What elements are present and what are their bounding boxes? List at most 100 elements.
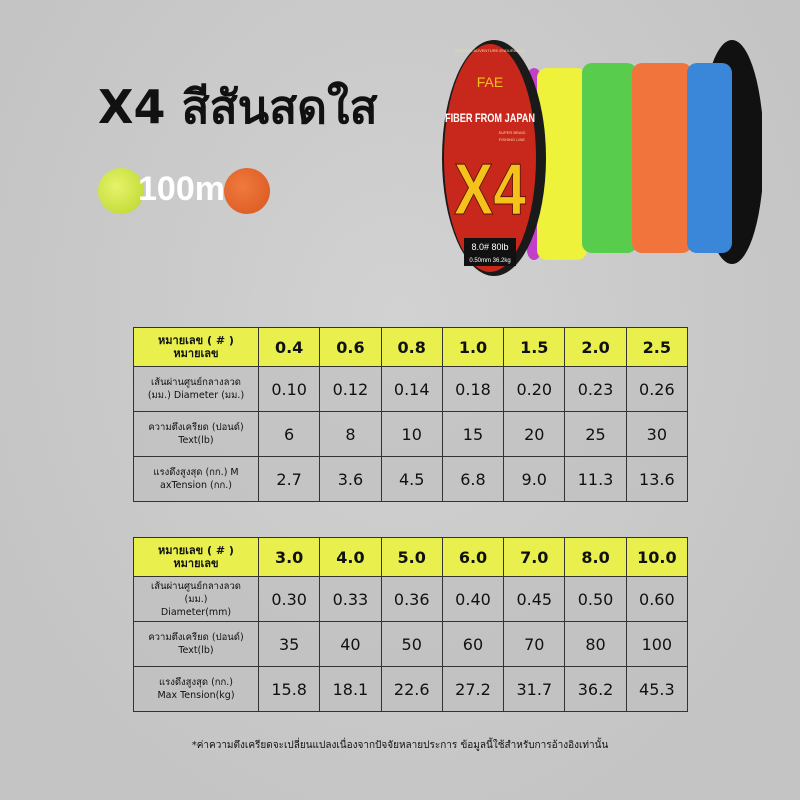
spool-spec-box	[464, 238, 516, 266]
value-cell: 22.6	[380, 666, 443, 712]
spool-arc-text: FINESSE-ADVENTURE-ENDURANCE	[455, 48, 525, 53]
value-cell: 3.6	[319, 456, 382, 502]
row-label-line: เส้นผ่านศูนย์กลางลวด	[151, 377, 241, 388]
table-header-row: หมายเลข ( # ) หมายเลข 0.4 0.6 0.8 1.0 1.5 2.0 2…	[133, 327, 689, 367]
spool-model: X4	[454, 150, 526, 230]
value-cell: 70	[503, 621, 566, 667]
value-cell: 45.3	[625, 666, 689, 712]
row-label: ความตึงเครียด (ปอนด์) Text(lb)	[133, 621, 259, 667]
size-header-label: หมายเลข ( # ) หมายเลข	[133, 327, 259, 367]
value-cell: 27.2	[441, 666, 505, 712]
size-cell: 10.0	[625, 537, 689, 577]
size-cell: 7.0	[503, 537, 566, 577]
spool-image: FAE FINESSE-ADVENTURE-ENDURANCE FIBER FR…	[442, 40, 762, 276]
row-label-line: Text(lb)	[178, 435, 214, 446]
value-cell: 8	[319, 411, 382, 457]
line-band-3	[632, 63, 692, 253]
value-cell: 10	[380, 411, 443, 457]
footnote: *ค่าความตึงเครียดจะเปลี่ยนแปลงเนื่องจากป…	[191, 740, 609, 751]
size-header-label: หมายเลข ( # ) หมายเลข	[133, 537, 259, 577]
value-cell: 35	[257, 621, 321, 667]
value-cell: 0.18	[441, 366, 505, 412]
table-row: แรงดึงสูงสุด (กก.) M axTension (กก.) 2.7 3.…	[133, 456, 689, 502]
yellow-color-swatch	[98, 168, 144, 214]
value-cell: 0.14	[380, 366, 443, 412]
page-title: X4 สีสันสดใส	[98, 80, 378, 134]
value-cell: 0.26	[625, 366, 689, 412]
table-row: ความตึงเครียด (ปอนด์) Text(lb) 35 40 50 60 70 8…	[133, 621, 689, 667]
row-label-line: Max Tension(kg)	[157, 690, 235, 701]
value-cell: 0.20	[503, 366, 566, 412]
value-cell: 0.50	[564, 576, 627, 622]
spool-spec-1: 8.0# 80lb	[471, 242, 508, 252]
value-cell: 6.8	[441, 456, 505, 502]
size-cell: 2.0	[564, 327, 627, 367]
value-cell: 0.12	[319, 366, 382, 412]
value-cell: 0.45	[503, 576, 566, 622]
row-label: เส้นผ่านศูนย์กลางลวด (มม.) Diameter (มม.)	[133, 366, 259, 412]
value-cell: 0.10	[257, 366, 321, 412]
value-cell: 0.33	[319, 576, 382, 622]
table-row: เส้นผ่านศูนย์กลางลวด (มม.) Diameter (มม.)…	[133, 366, 689, 412]
row-label-line: ความตึงเครียด (ปอนด์)	[148, 422, 244, 433]
row-label-line: ความตึงเครียด (ปอนด์)	[148, 632, 244, 643]
size-cell: 4.0	[319, 537, 382, 577]
size-cell: 6.0	[441, 537, 505, 577]
value-cell: 0.40	[441, 576, 505, 622]
spec-table-2: หมายเลข ( # ) หมายเลข 3.0 4.0 5.0 6.0 7.0 8.0 1…	[133, 537, 689, 712]
value-cell: 11.3	[564, 456, 627, 502]
value-cell: 15	[441, 411, 505, 457]
row-label-line: แรงดึงสูงสุด (กก.)	[158, 677, 234, 688]
row-label: เส้นผ่านศูนย์กลางลวด (มม.) Diameter(mm)	[133, 576, 259, 622]
line-band-2	[582, 63, 637, 253]
row-label-line: เส้นผ่านศูนย์กลางลวด (มม.)	[151, 580, 241, 605]
spool-front-label	[444, 44, 536, 272]
spool-subline-1: SUPER BRAID	[498, 130, 525, 135]
row-label-line: Text(lb)	[178, 645, 214, 656]
row-label: แรงดึงสูงสุด (กก.) M axTension (กก.)	[133, 456, 259, 502]
value-cell: 4.5	[380, 456, 443, 502]
orange-color-swatch	[224, 168, 270, 214]
value-cell: 9.0	[503, 456, 566, 502]
spool-subline-2: FISHING LINE	[499, 137, 526, 142]
size-cell: 0.4	[257, 327, 321, 367]
size-cell: 0.8	[380, 327, 443, 367]
size-cell: 0.6	[319, 327, 382, 367]
table-row: ความตึงเครียด (ปอนด์) Text(lb) 6 8 10 15 20 25 3…	[133, 411, 689, 457]
size-cell: 8.0	[564, 537, 627, 577]
line-band-1	[537, 68, 587, 260]
spool-tagline: FIBER FROM JAPAN	[445, 113, 535, 125]
value-cell: 13.6	[625, 456, 689, 502]
value-cell: 50	[380, 621, 443, 667]
value-cell: 18.1	[319, 666, 382, 712]
size-cell: 2.5	[625, 327, 689, 367]
size-cell: 1.5	[503, 327, 566, 367]
value-cell: 15.8	[257, 666, 321, 712]
value-cell: 6	[257, 411, 321, 457]
row-label-line: Diameter(mm)	[160, 606, 232, 618]
row-label-line: axTension (กก.)	[160, 480, 232, 491]
size-cell: 1.0	[441, 327, 505, 367]
size-cell: 3.0	[257, 537, 321, 577]
value-cell: 31.7	[503, 666, 566, 712]
row-label-line: แรงดึงสูงสุด (กก.) M	[153, 467, 239, 478]
row-label-line: (มม.) Diameter (มม.)	[147, 390, 245, 401]
value-cell: 0.30	[257, 576, 321, 622]
value-cell: 60	[441, 621, 505, 667]
table-row: แรงดึงสูงสุด (กก.) Max Tension(kg) 15.8 18.…	[133, 666, 689, 712]
value-cell: 0.60	[625, 576, 689, 622]
value-cell: 30	[625, 411, 689, 457]
value-cell: 40	[319, 621, 382, 667]
value-cell: 25	[564, 411, 627, 457]
value-cell: 0.36	[380, 576, 443, 622]
table-row: เส้นผ่านศูนย์กลางลวด (มม.) Diameter(mm) 0.…	[133, 576, 689, 622]
value-cell: 0.23	[564, 366, 627, 412]
value-cell: 36.2	[564, 666, 627, 712]
row-label: แรงดึงสูงสุด (กก.) Max Tension(kg)	[133, 666, 259, 712]
row-label: ความตึงเครียด (ปอนด์) Text(lb)	[133, 411, 259, 457]
value-cell: 2.7	[257, 456, 321, 502]
spool-spec-2: 0.50mm 36.2kg	[469, 258, 510, 264]
value-cell: 20	[503, 411, 566, 457]
length-label: 100m	[138, 170, 225, 208]
line-band-4	[687, 63, 732, 253]
